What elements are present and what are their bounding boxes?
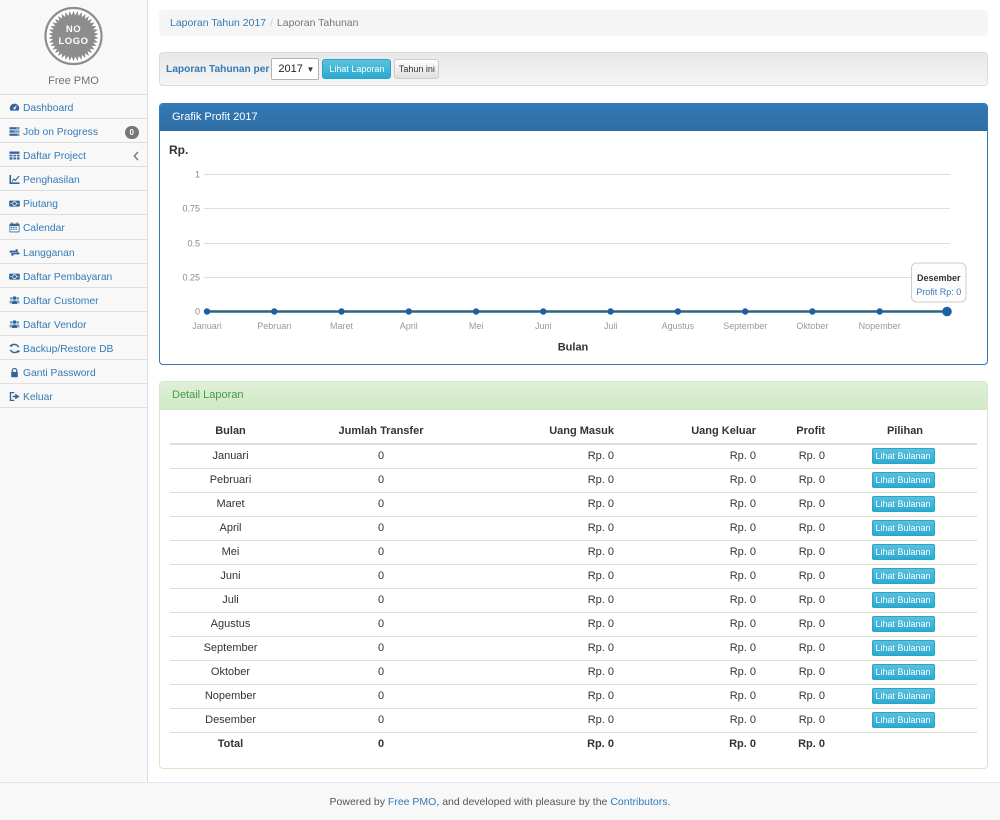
svg-text:September: September bbox=[723, 321, 767, 331]
svg-text:Desember: Desember bbox=[917, 273, 961, 283]
svg-text:1: 1 bbox=[195, 170, 200, 180]
svg-text:Juli: Juli bbox=[604, 321, 618, 331]
svg-text:Rp.: Rp. bbox=[169, 143, 188, 157]
svg-text:April: April bbox=[400, 321, 418, 331]
svg-text:Free PMO: Free PMO bbox=[48, 75, 99, 87]
svg-text:Pebruari: Pebruari bbox=[257, 321, 291, 331]
svg-text:0: 0 bbox=[195, 307, 200, 317]
svg-text:0.5: 0.5 bbox=[187, 239, 200, 249]
svg-text:NO: NO bbox=[66, 24, 81, 35]
svg-text:Profit Rp: 0: Profit Rp: 0 bbox=[916, 287, 961, 297]
svg-text:Mei: Mei bbox=[469, 321, 484, 331]
svg-text:0.75: 0.75 bbox=[182, 204, 200, 214]
svg-text:Nopember: Nopember bbox=[859, 321, 901, 331]
svg-text:Januari: Januari bbox=[192, 321, 222, 331]
svg-text:Oktober: Oktober bbox=[796, 321, 828, 331]
svg-text:Maret: Maret bbox=[330, 321, 354, 331]
svg-text:0.25: 0.25 bbox=[182, 273, 200, 283]
svg-text:Agustus: Agustus bbox=[662, 321, 695, 331]
svg-text:LOGO: LOGO bbox=[59, 36, 89, 47]
svg-text:Juni: Juni bbox=[535, 321, 552, 331]
svg-text:Bulan: Bulan bbox=[558, 342, 589, 354]
